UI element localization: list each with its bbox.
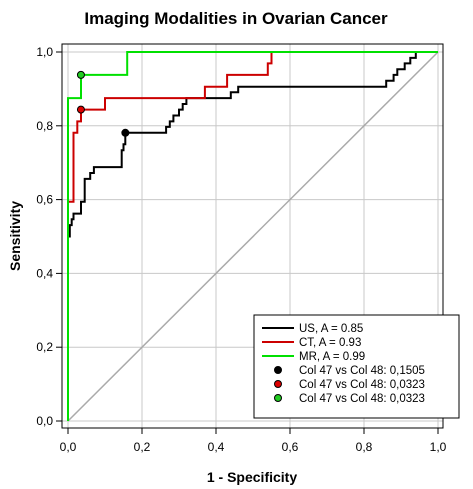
x-tick-label: 1,0: [430, 440, 447, 454]
legend-box: [253, 314, 460, 419]
chart-title: Imaging Modalities in Ovarian Cancer: [84, 9, 388, 28]
legend-marker-swatch: [274, 380, 282, 388]
y-tick-label: 0,4: [36, 266, 53, 280]
marker-point: [121, 128, 130, 137]
y-axis-title: Sensitivity: [7, 201, 23, 271]
x-axis-ticks: 0,0 0,2 0,4 0,6 0,8 1,0: [60, 428, 447, 454]
legend-entry-label: Col 47 vs Col 48: 0,0323: [299, 393, 425, 405]
legend-marker-swatch: [274, 394, 282, 402]
legend-entry-label: US, A = 0.85: [299, 323, 363, 335]
series-line: [67, 51, 438, 421]
legend: US, A = 0.85 CT, A = 0.93 MR, A = 0.99 Col …: [253, 314, 460, 419]
y-tick-label: 0,0: [36, 414, 53, 428]
legend-marker-swatch: [274, 366, 282, 374]
diagonal-reference-line: [67, 51, 439, 422]
y-axis-ticks: 0,0 0,2 0,4 0,6 0,8 1,0: [36, 45, 62, 428]
x-tick-label: 0,2: [134, 440, 151, 454]
x-tick-label: 0,6: [282, 440, 299, 454]
series-line: [67, 51, 438, 421]
y-tick-label: 1,0: [36, 45, 53, 59]
y-tick-label: 0,2: [36, 340, 53, 354]
markers-group: [76, 70, 130, 137]
x-tick-label: 0,0: [60, 440, 77, 454]
legend-entry-label: Col 47 vs Col 48: 0,0323: [299, 379, 425, 391]
marker-point: [76, 70, 85, 79]
legend-entry-label: MR, A = 0.99: [299, 351, 365, 363]
legend-entry-label: Col 47 vs Col 48: 0,1505: [299, 365, 425, 377]
grid: [62, 44, 443, 428]
y-tick-label: 0,6: [36, 193, 53, 207]
legend-entry-label: CT, A = 0.93: [299, 337, 361, 349]
plot-frame: [61, 43, 444, 429]
x-tick-label: 0,4: [208, 440, 225, 454]
x-axis-title: 1 - Specificity: [207, 469, 297, 485]
marker-point: [76, 105, 85, 114]
y-tick-label: 0,8: [36, 119, 53, 133]
x-tick-label: 0,8: [356, 440, 373, 454]
